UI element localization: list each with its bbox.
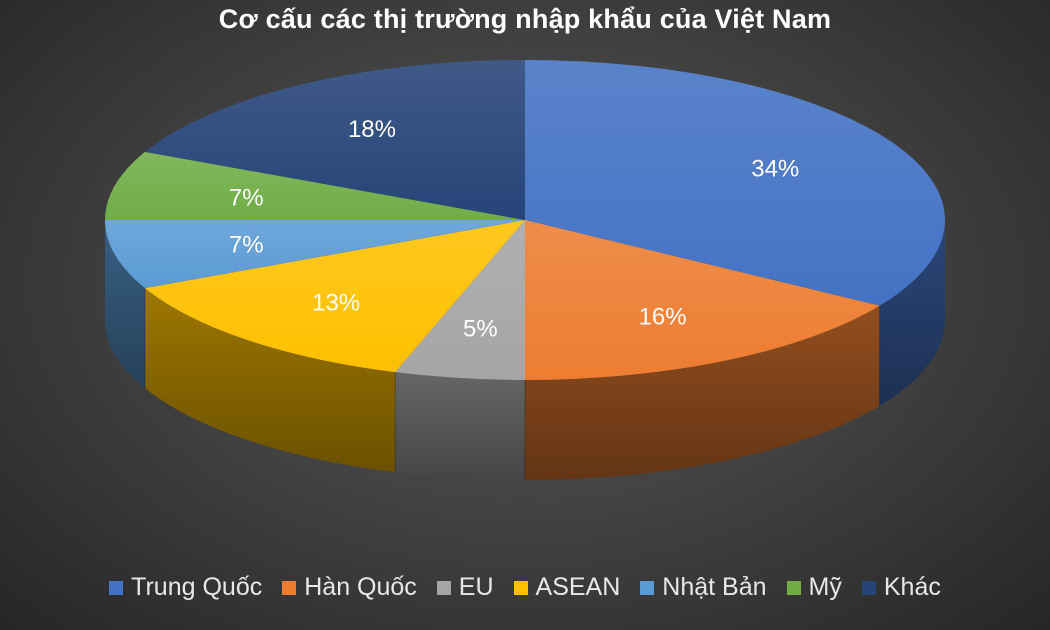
pie-slice-eu xyxy=(395,220,525,380)
pie-slice-khac xyxy=(144,60,525,220)
legend-swatch xyxy=(640,580,655,595)
legend-swatch xyxy=(786,580,801,595)
pie-side-walls xyxy=(105,220,945,480)
legend-item-my: Mỹ xyxy=(786,573,842,602)
pie-side-eu xyxy=(395,372,525,480)
data-label-my: 7% xyxy=(229,184,264,211)
pie-side-han-quoc xyxy=(525,305,880,480)
legend-label: Nhật Bản xyxy=(662,573,767,601)
pie-side-asean xyxy=(144,288,396,473)
pie-slice-trung-quoc xyxy=(525,60,946,306)
legend-swatch xyxy=(282,580,297,595)
legend-label: EU xyxy=(458,573,494,601)
data-label-asean: 13% xyxy=(312,290,360,317)
legend-item-trung-quoc: Trung Quốc xyxy=(109,573,262,602)
pie-side-trung-quoc xyxy=(879,220,945,406)
legend-label: Trung Quốc xyxy=(131,573,263,601)
pie-slice-my xyxy=(105,151,525,220)
legend-item-asean: ASEAN xyxy=(513,573,621,602)
legend-swatch xyxy=(861,580,876,595)
pie-slice-nhat-ban xyxy=(105,220,525,289)
legend-swatch xyxy=(513,580,528,595)
legend-label: Mỹ xyxy=(808,573,842,601)
legend-swatch xyxy=(436,580,451,595)
legend-label: ASEAN xyxy=(535,573,621,601)
pie-slice-han-quoc xyxy=(525,220,880,380)
legend-item-khac: Khác xyxy=(861,573,941,602)
pie-side-nhat-ban xyxy=(105,220,145,389)
legend-item-eu: EU xyxy=(436,573,494,602)
data-label-han-quoc: 16% xyxy=(639,303,687,330)
pie-slice-asean xyxy=(144,220,525,373)
chart-legend: Trung Quốc Hàn Quốc EU ASEAN Nhật Bản Mỹ Khác xyxy=(0,573,1050,602)
data-label-trung-quoc: 34% xyxy=(751,156,799,183)
legend-label: Hàn Quốc xyxy=(304,573,417,601)
legend-item-nhat-ban: Nhật Bản xyxy=(640,573,767,602)
legend-label: Khác xyxy=(883,573,941,601)
legend-swatch xyxy=(109,580,124,595)
pie-top-faces xyxy=(105,60,946,380)
pie-data-labels: 34% 16% 5% 13% 7% 7% 18% xyxy=(229,116,799,342)
data-label-khac: 18% xyxy=(348,116,396,143)
chart-title: Cơ cấu các thị trường nhập khẩu của Việt… xyxy=(218,4,832,34)
legend-item-han-quoc: Hàn Quốc xyxy=(282,573,417,602)
data-label-nhat-ban: 7% xyxy=(229,232,264,259)
data-label-eu: 5% xyxy=(463,315,498,342)
